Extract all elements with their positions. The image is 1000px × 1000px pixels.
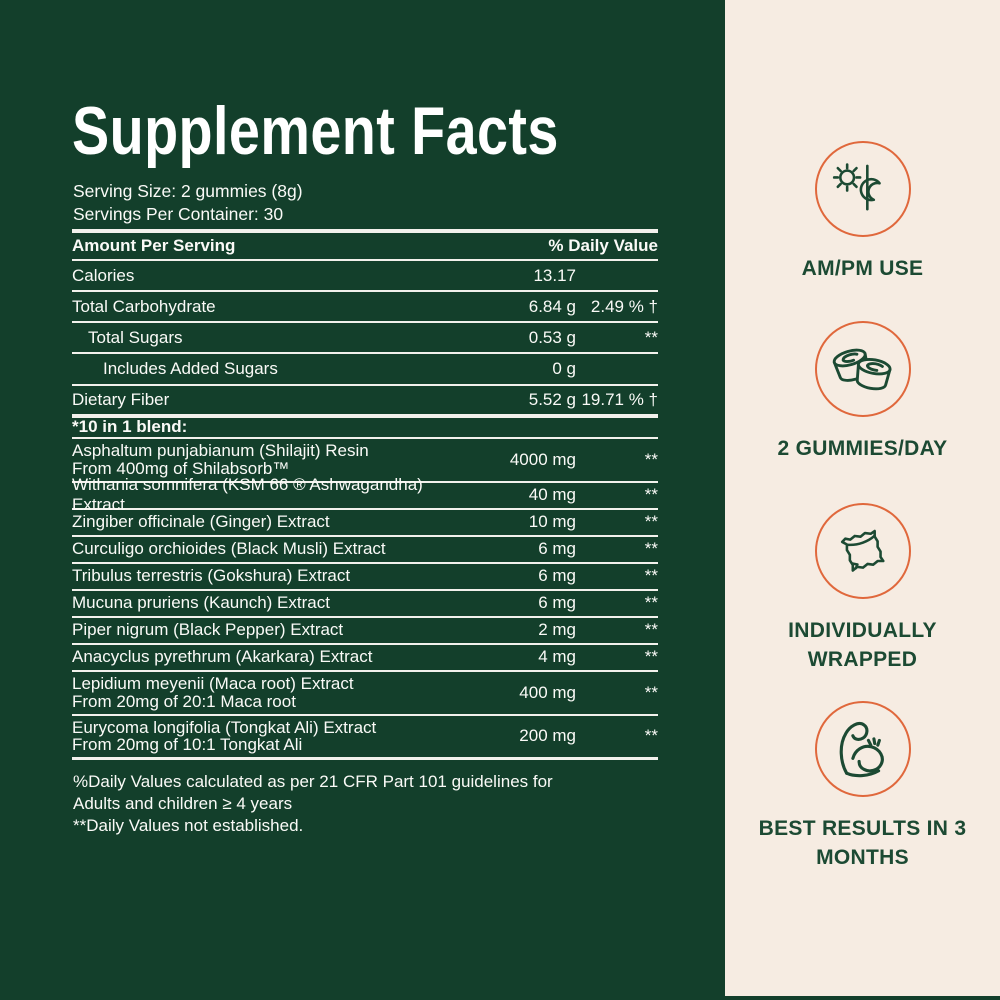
panel-title: Supplement Facts <box>72 93 559 169</box>
ingredient-name: Curculigo orchioides (Black Musli) Extra… <box>72 539 386 558</box>
feature-label: AM/PM USE <box>801 257 924 280</box>
table-row-dietary-fiber: Dietary Fiber 5.52 g 19.71 % † <box>72 386 658 418</box>
blend-row-shilajit: Asphaltum punjabianum (Shilajit) Resin Fr… <box>72 439 658 483</box>
table-header-row: Amount Per Serving % Daily Value <box>72 233 658 261</box>
ingredient-dv: ** <box>644 449 658 469</box>
ingredient-source: From 20mg of 20:1 Maca root <box>72 691 296 711</box>
blend-row-ashwagandha: Withania somnifera (KSM 66 ® Ashwagandha… <box>72 475 658 514</box>
ingredient-amount: 6 mg <box>538 593 576 612</box>
nutrient-amount: 6.84 g <box>528 296 576 316</box>
ingredient-amount: 10 mg <box>528 512 576 531</box>
ingredient-amount: 4 mg <box>538 647 576 666</box>
ingredient-dv: ** <box>644 512 658 531</box>
nutrient-name: Total Carbohydrate <box>72 296 216 316</box>
table-row-total-carbohydrate: Total Carbohydrate 6.84 g 2.49 % † <box>72 292 658 323</box>
not-established-note: **Daily Values not established. <box>73 816 304 835</box>
ingredient-name: Lepidium meyenii (Maca root) Extract From… <box>72 675 461 710</box>
ingredient-dv: ** <box>644 593 658 612</box>
serving-info: Serving Size: 2 gummies (8g) Servings Pe… <box>73 180 303 226</box>
ingredient-name: Zingiber officinale (Ginger) Extract <box>72 512 330 531</box>
ingredient-name: Asphaltum punjabianum (Shilajit) Resin Fr… <box>72 442 461 477</box>
footnotes: %Daily Values calculated as per 21 CFR P… <box>73 771 553 837</box>
ingredient-name: Withania somnifera (KSM 66 ® Ashwagandha… <box>72 475 423 514</box>
nutrient-name: Includes Added Sugars <box>103 359 278 378</box>
ingredient-amount: 40 mg <box>528 485 576 504</box>
table-row-calories: Calories 13.17 <box>72 261 658 292</box>
nutrient-name: Total Sugars <box>88 327 183 347</box>
ingredient-amount: 400 mg <box>519 682 576 702</box>
daily-value-note: %Daily Values calculated as per 21 CFR P… <box>73 772 553 791</box>
wrapped-candy-icon <box>814 503 911 599</box>
daily-value-note-continued: Adults and children ≥ 4 years <box>73 794 293 813</box>
table-row-added-sugars: Includes Added Sugars 0 g <box>72 354 658 386</box>
nutrient-amount: 0 g <box>552 359 576 378</box>
servings-per-container: Servings Per Container: 30 <box>73 204 284 224</box>
nutrient-amount: 5.52 g <box>528 390 576 409</box>
blend-row-maca: Lepidium meyenii (Maca root) Extract From… <box>72 672 658 716</box>
blend-section-header: *10 in 1 blend: <box>72 417 658 439</box>
supplement-facts-panel: Supplement Facts Serving Size: 2 gummies… <box>72 93 658 837</box>
nutrient-amount: 0.53 g <box>528 327 576 347</box>
flexed-bicep-icon <box>814 701 911 797</box>
feature-best-results: BEST RESULTS IN 3 MONTHS <box>725 701 1000 872</box>
feature-label: INDIVIDUALLY WRAPPED <box>788 619 937 671</box>
ingredient-amount: 200 mg <box>519 726 576 745</box>
serving-size: Serving Size: 2 gummies (8g) <box>73 181 303 201</box>
sun-moon-icon <box>814 141 911 237</box>
nutrient-amount: 13.17 <box>533 265 576 285</box>
feature-label: 2 GUMMIES/DAY <box>777 437 948 460</box>
ingredient-name: Anacyclus pyrethrum (Akarkara) Extract <box>72 647 373 666</box>
ingredient-dv: ** <box>644 726 658 745</box>
nutrient-dv: 19.71 % † <box>581 390 658 409</box>
gummies-icon <box>814 321 911 417</box>
ingredient-name: Tribulus terrestris (Gokshura) Extract <box>72 566 351 585</box>
ingredient-amount: 4000 mg <box>509 449 576 469</box>
blend-row-tongkat-ali: Eurycoma longifolia (Tongkat Ali) Extrac… <box>72 716 658 760</box>
benefits-sidebar: AM/PM USE 2 GUMMIES/DAY <box>725 0 1000 996</box>
ingredient-name: Mucuna pruriens (Kaunch) Extract <box>72 593 330 612</box>
column-header-amount: Amount Per Serving <box>72 236 236 255</box>
nutrient-dv: 2.49 % † <box>590 296 658 316</box>
ingredient-source: From 20mg of 10:1 Tongkat Ali <box>72 735 303 754</box>
ingredient-dv: ** <box>644 620 658 639</box>
blend-row-kaunch: Mucuna pruriens (Kaunch) Extract 6 mg ** <box>72 591 658 618</box>
nutrient-dv: ** <box>644 327 658 347</box>
feature-am-pm-use: AM/PM USE <box>725 141 1000 283</box>
feature-individually-wrapped: INDIVIDUALLY WRAPPED <box>725 503 1000 674</box>
blend-row-black-pepper: Piper nigrum (Black Pepper) Extract 2 mg… <box>72 618 658 645</box>
column-header-daily-value: % Daily Value <box>548 236 658 255</box>
blend-row-gokshura: Tribulus terrestris (Gokshura) Extract 6… <box>72 564 658 591</box>
ingredient-source: From 400mg of Shilabsorb™ <box>72 458 290 478</box>
blend-row-akarkara: Anacyclus pyrethrum (Akarkara) Extract 4… <box>72 645 658 672</box>
nutrient-name: Calories <box>72 265 135 285</box>
ingredient-amount: 2 mg <box>538 620 576 639</box>
ingredient-dv: ** <box>644 566 658 585</box>
blend-title: *10 in 1 blend: <box>72 417 188 437</box>
ingredient-dv: ** <box>644 539 658 558</box>
facts-table: Amount Per Serving % Daily Value Calorie… <box>72 229 658 760</box>
blend-row-black-musli: Curculigo orchioides (Black Musli) Extra… <box>72 537 658 564</box>
feature-label: BEST RESULTS IN 3 MONTHS <box>758 817 967 869</box>
table-row-total-sugars: Total Sugars 0.53 g ** <box>72 323 658 354</box>
ingredient-dv: ** <box>644 485 658 504</box>
blend-row-ginger: Zingiber officinale (Ginger) Extract 10 … <box>72 510 658 537</box>
ingredient-dv: ** <box>644 682 658 702</box>
nutrient-name: Dietary Fiber <box>72 390 170 409</box>
ingredient-amount: 6 mg <box>538 566 576 585</box>
ingredient-amount: 6 mg <box>538 539 576 558</box>
ingredient-name: Piper nigrum (Black Pepper) Extract <box>72 620 344 639</box>
feature-gummies-per-day: 2 GUMMIES/DAY <box>725 321 1000 463</box>
ingredient-dv: ** <box>644 647 658 666</box>
ingredient-name: Eurycoma longifolia (Tongkat Ali) Extrac… <box>72 718 461 754</box>
